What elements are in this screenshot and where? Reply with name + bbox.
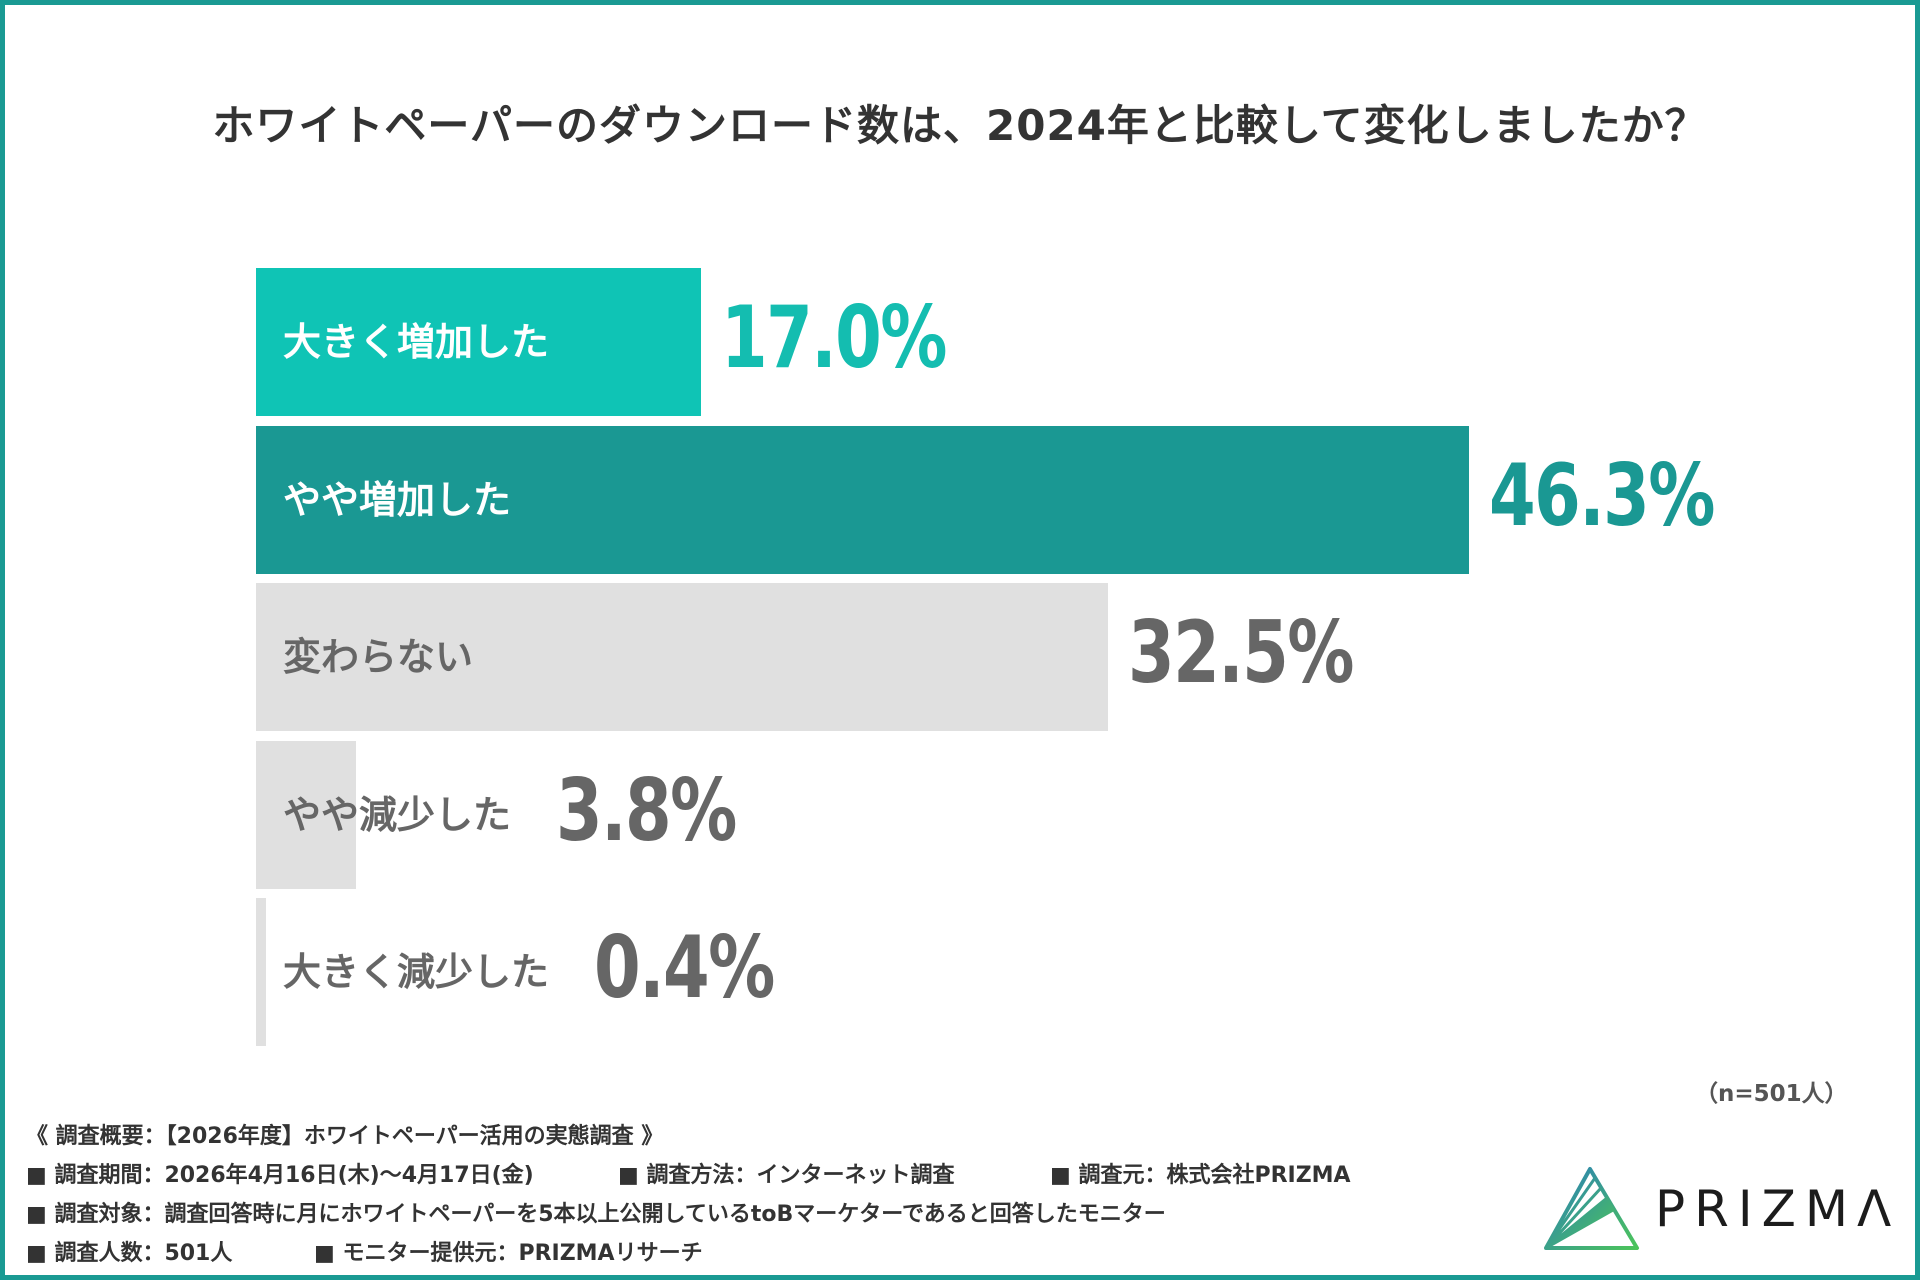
survey-period: ■ 調査期間：2026年4月16日(木)〜4月17日(金) [26,1163,534,1188]
value-label: 3.8% [556,760,737,861]
value-label: 46.3% [1489,445,1715,546]
chart-title: ホワイトペーパーのダウンロード数は、2024年と比較して変化しましたか？ [212,101,1708,150]
survey-target: ■ 調査対象：調査回答時に月にホワイトペーパーを5本以上公開しているtoBマーケ… [26,1202,1166,1227]
bar-label: 変わらない [283,635,474,679]
bar-4 [256,898,267,1046]
prizma-logo: PRIZMΛ [1543,1166,1900,1252]
value-label: 17.0% [721,288,947,388]
sample-size-note: （n=501人） [1695,1081,1848,1107]
value-label: 0.4% [594,918,775,1018]
logo-text: PRIZMΛ [1655,1180,1901,1238]
survey-count: ■ 調査人数：501人 [26,1241,233,1266]
bar-3 [256,740,356,889]
bar-label: 大きく減少した [283,950,550,994]
bar-label: やや減少した [283,792,512,837]
bar-label: 大きく増加した [283,320,550,364]
bar-2 [256,583,1108,731]
bar-chart: 大きく増加した 17.0% やや増加した 46.3% 変わらない 32.5% やや減少した 3… [256,268,1716,1046]
bar-label: やや増加した [283,477,512,522]
bar-0 [256,268,702,416]
value-label: 32.5% [1127,603,1354,703]
survey-heading: 《 調査概要：【2026年度】ホワイトペーパー活用の実態調査 》 [26,1124,664,1149]
bar-1 [256,425,1470,574]
survey-method: ■ 調査方法：インターネット調査 [618,1163,955,1188]
survey-source: ■ 調査元：株式会社PRIZMA [1050,1163,1351,1188]
survey-provider: ■ モニター提供元：PRIZMAリサーチ [314,1241,703,1266]
prism-logo-icon [1544,1167,1639,1250]
